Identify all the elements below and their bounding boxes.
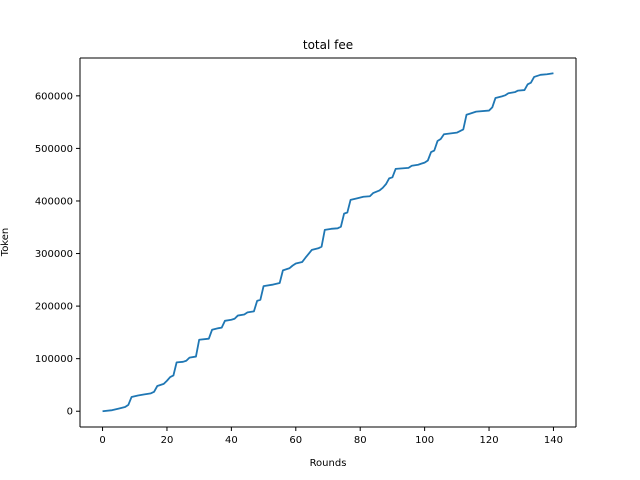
series-layer [102,72,554,413]
x-tick-label: 0 [99,435,105,446]
x-tick-label: 60 [289,435,302,446]
y-axis-label: Token [0,228,11,257]
x-tick-label: 120 [479,435,498,446]
plot-area [80,58,576,427]
chart-title: total fee [303,38,353,52]
x-tick-label: 20 [161,435,174,446]
y-ticks: 0 100000 200000 300000 400000 500000 600000 [35,91,80,418]
y-tick-label: 100000 [35,354,73,365]
y-tick-label: 400000 [35,196,73,207]
series-line-0 [102,72,554,413]
x-tick-label: 140 [544,435,563,446]
y-tick-label: 200000 [35,302,73,313]
x-ticks: 0 20 40 60 80 100 120 140 [99,427,563,446]
y-tick-label: 0 [67,407,73,418]
x-tick-label: 100 [415,435,434,446]
y-tick-label: 600000 [35,91,73,102]
x-tick-label: 40 [225,435,238,446]
y-tick-label: 300000 [35,249,73,260]
axes-layer [79,57,577,428]
y-tick-label: 500000 [35,144,73,155]
x-axis-label: Rounds [310,458,347,469]
x-tick-label: 80 [354,435,367,446]
